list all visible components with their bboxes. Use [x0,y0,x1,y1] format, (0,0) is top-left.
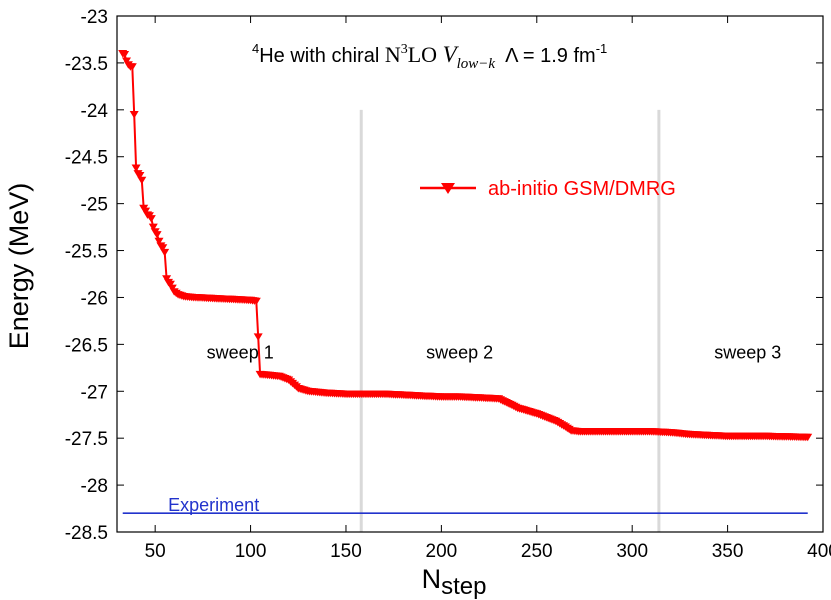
plot-frame [116,15,824,533]
y-tick-label: -28.5 [65,523,108,544]
sweep-label-2: sweep 2 [426,342,493,362]
x-tick-label: 100 [235,541,267,562]
data-point [152,231,162,239]
x-axis: 50 100 150 200 250 300 350 400 [145,16,831,562]
experiment-label: Experiment [168,495,259,515]
legend-label: ab-initio GSM/DMRG [488,178,676,200]
x-axis-title: Nstep [422,564,487,600]
data-point [253,333,263,341]
data-point [141,207,151,216]
data-point [154,237,164,246]
y-axis: -23 -23.5 -24 -24.5 -25 -25.5 -26 -26.5 -27 -27.5… [65,7,823,544]
data-point [135,172,145,180]
data-point [122,57,131,65]
data-point [146,215,156,223]
data-point [129,111,139,119]
series-line [122,52,808,439]
data-point [158,244,168,252]
y-tick-label: -28 [81,476,108,497]
y-tick-label: -26 [81,288,108,309]
data-point [148,223,158,232]
x-tick-label: 50 [145,541,166,562]
data-point [251,297,261,306]
x-tick-label: 200 [426,541,458,562]
data-point [137,176,147,185]
x-tick-label: 350 [712,541,744,562]
y-tick-label: -24.5 [65,148,108,169]
chart-title: 4He with chiral N3LO Vlow−k Λ = 1.9 fm-1 [252,41,607,72]
x-tick-label: 300 [616,541,648,562]
data-point [120,51,130,59]
x-tick-label: 250 [521,541,553,562]
y-tick-label: -27 [81,382,108,403]
sweep-label-3: sweep 3 [714,342,781,362]
y-tick-label: -23.5 [65,54,108,75]
sweep-label-1: sweep 1 [207,342,274,362]
data-point [803,433,813,442]
y-tick-label: -25.5 [65,242,108,263]
gsm-dmrg-series [118,50,813,442]
data-point [160,248,170,257]
y-tick-label: -23 [81,7,108,28]
y-tick-label: -25 [81,195,108,216]
y-tick-label: -27.5 [65,429,108,450]
y-axis-title: Energy (MeV) [4,183,34,350]
y-tick-label: -24 [81,101,109,122]
data-point [127,63,137,71]
y-tick-label: -26.5 [65,335,108,356]
sweep-labels: sweep 1 sweep 2 sweep 3 [207,342,782,362]
legend: ab-initio GSM/DMRG [420,178,676,200]
sweep-separators [359,109,661,532]
x-tick-label: 150 [330,541,362,562]
data-point [165,280,175,289]
data-point [131,164,141,172]
legend-marker [441,183,455,194]
x-tick-label: 400 [807,541,831,562]
